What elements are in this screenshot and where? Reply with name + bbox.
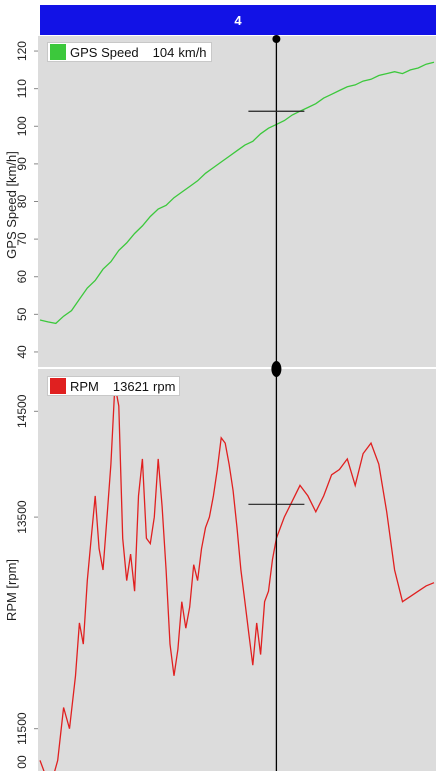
speed-tick-label: 90 bbox=[15, 157, 29, 171]
speed-legend-unit: km/h bbox=[178, 44, 207, 60]
rpm-legend-value: 13621 bbox=[112, 378, 150, 394]
rpm-tick-label: 00 bbox=[15, 755, 29, 769]
speed-tick-label: 100 bbox=[15, 116, 29, 136]
speed-tick-label: 70 bbox=[15, 232, 29, 246]
lap-number: 4 bbox=[234, 12, 242, 28]
rpm-plot-background bbox=[38, 369, 436, 771]
speed-tick-label: 50 bbox=[15, 307, 29, 321]
speed-legend-swatch bbox=[50, 44, 66, 60]
rpm-legend-name: RPM bbox=[70, 378, 99, 394]
rpm-legend-swatch bbox=[50, 378, 66, 394]
speed-legend: GPS Speed 104 km/h bbox=[47, 42, 212, 62]
speed-tick-label: 120 bbox=[15, 41, 29, 61]
speed-axis-label: GPS Speed [km/h] bbox=[4, 151, 19, 259]
speed-legend-name: GPS Speed bbox=[70, 44, 139, 60]
rpm-legend: RPM 13621 rpm bbox=[47, 376, 181, 396]
rpm-tick-label: 14500 bbox=[15, 394, 29, 428]
speed-tick-label: 110 bbox=[15, 79, 29, 98]
lap-bar[interactable]: 4 bbox=[40, 5, 436, 35]
speed-tick-label: 40 bbox=[15, 345, 29, 359]
rpm-axis-label: RPM [rpm] bbox=[4, 559, 19, 621]
rpm-tick-label: 11500 bbox=[15, 712, 29, 745]
rpm-tick-label: 13500 bbox=[15, 500, 29, 534]
gps-speed-series-line bbox=[39, 61, 435, 325]
speed-plot-background bbox=[38, 36, 436, 367]
rpm-series-line bbox=[39, 384, 435, 771]
speed-legend-value: 104 bbox=[152, 44, 175, 60]
speed-tick-label: 60 bbox=[15, 270, 29, 284]
cursor-handle-top[interactable] bbox=[272, 35, 281, 43]
rpm-legend-unit: rpm bbox=[153, 378, 176, 394]
cursor-handle-divider[interactable] bbox=[271, 361, 282, 377]
rpm-axis-ticks: 11500 13500 14500 00 bbox=[15, 394, 38, 769]
speed-axis-ticks: 40 50 60 70 80 90 100 110 120 bbox=[15, 41, 38, 359]
speed-tick-label: 80 bbox=[15, 195, 29, 209]
